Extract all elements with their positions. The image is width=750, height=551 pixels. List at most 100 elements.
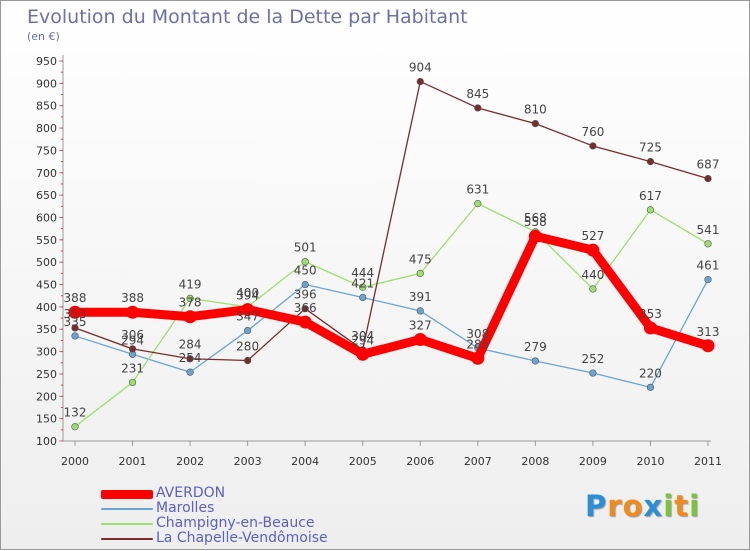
data-label: 231 xyxy=(121,361,144,375)
series-line-la-chapelle-vend-moise xyxy=(74,80,709,362)
x-tick-label: 2009 xyxy=(579,455,607,468)
data-label: 617 xyxy=(639,189,662,203)
data-label: 845 xyxy=(466,87,489,101)
data-point xyxy=(301,258,309,266)
y-tick-label: 200 xyxy=(36,390,57,403)
legend-swatch xyxy=(101,538,153,540)
x-tick-label: 2002 xyxy=(176,455,204,468)
logo-letter: r xyxy=(607,489,623,523)
data-point xyxy=(186,294,194,302)
data-point xyxy=(183,310,197,324)
data-label: 294 xyxy=(121,333,144,347)
data-point xyxy=(416,307,424,315)
data-point xyxy=(646,383,655,391)
y-tick-label: 650 xyxy=(36,189,57,202)
data-point xyxy=(359,283,367,291)
data-label: 391 xyxy=(409,290,432,304)
data-label: 558 xyxy=(524,215,547,229)
y-tick-label: 350 xyxy=(36,323,57,336)
data-label: 285 xyxy=(466,337,489,351)
data-label: 421 xyxy=(351,276,374,290)
data-point xyxy=(589,142,597,150)
data-point xyxy=(359,293,367,302)
y-tick-label: 950 xyxy=(36,55,57,68)
data-label: 527 xyxy=(581,229,604,243)
data-label: 280 xyxy=(236,340,259,354)
data-point xyxy=(301,280,309,289)
legend-label: La Chapelle-Vendômoise xyxy=(156,530,328,546)
data-label: 347 xyxy=(236,310,259,324)
data-label: 419 xyxy=(179,277,202,291)
data-label: 132 xyxy=(64,406,87,420)
data-point xyxy=(474,104,482,112)
logo-letter: o xyxy=(622,489,644,523)
data-label: 366 xyxy=(294,301,317,315)
x-tick-label: 2010 xyxy=(636,455,664,468)
data-label: 388 xyxy=(121,291,144,305)
y-tick-label: 600 xyxy=(36,211,57,224)
data-label: 440 xyxy=(581,268,604,282)
data-label: 378 xyxy=(179,296,202,310)
data-point xyxy=(531,357,539,365)
x-tick-label: 2007 xyxy=(464,455,492,468)
series-line-averdon xyxy=(70,231,713,363)
legend-swatch xyxy=(101,508,153,510)
data-point xyxy=(356,347,370,361)
legend-swatch xyxy=(101,489,153,499)
data-label: 444 xyxy=(351,266,374,280)
data-label: 687 xyxy=(697,158,720,172)
data-point xyxy=(186,368,194,376)
y-tick-label: 750 xyxy=(36,144,57,157)
data-label: 394 xyxy=(236,289,259,303)
y-tick-label: 850 xyxy=(36,100,57,113)
data-label: 327 xyxy=(409,319,432,333)
data-point xyxy=(71,332,79,340)
x-tick-label: 2000 xyxy=(61,455,89,468)
data-label: 353 xyxy=(64,307,87,321)
data-label: 400 xyxy=(236,286,259,300)
data-label: 760 xyxy=(581,125,604,139)
y-tick-label: 700 xyxy=(36,167,57,180)
data-point xyxy=(244,326,252,335)
x-tick-label: 2008 xyxy=(521,455,549,468)
legend-swatch xyxy=(101,523,153,525)
logo-letter: P xyxy=(585,489,608,523)
data-point xyxy=(646,206,655,214)
data-label: 304 xyxy=(351,329,374,343)
data-point xyxy=(71,423,79,431)
data-label: 284 xyxy=(179,338,202,352)
logo-letter: i xyxy=(663,489,675,523)
data-point xyxy=(528,229,542,243)
x-tick-label: 2004 xyxy=(291,455,319,468)
data-label: 308 xyxy=(466,327,489,341)
data-point xyxy=(586,243,600,257)
chart-subtitle: (en €) xyxy=(27,30,60,43)
x-tick-label: 2005 xyxy=(349,455,377,468)
data-label: 313 xyxy=(697,325,720,339)
legend-label: AVERDON xyxy=(156,485,226,501)
legend-label: Marolles xyxy=(156,500,215,516)
chart-title: Evolution du Montant de la Dette par Hab… xyxy=(27,6,468,28)
data-point xyxy=(71,324,79,332)
proxiti-logo: Proxiti xyxy=(585,489,700,523)
data-label: 904 xyxy=(409,61,432,75)
data-label: 810 xyxy=(524,103,547,117)
y-tick-label: 300 xyxy=(36,346,57,359)
x-tick-label: 2006 xyxy=(406,455,434,468)
data-point xyxy=(704,174,712,183)
data-point xyxy=(126,305,140,319)
y-tick-label: 100 xyxy=(36,435,57,448)
data-label: 501 xyxy=(294,241,317,255)
data-label: 388 xyxy=(64,291,87,305)
data-point xyxy=(589,369,597,377)
data-point xyxy=(643,321,657,335)
x-tick-label: 2001 xyxy=(119,455,147,468)
series-line-marolles xyxy=(74,278,709,389)
data-point xyxy=(701,339,715,353)
data-label: 294 xyxy=(351,333,374,347)
data-point xyxy=(128,345,137,353)
data-point xyxy=(186,355,194,363)
data-label: 568 xyxy=(524,211,547,225)
